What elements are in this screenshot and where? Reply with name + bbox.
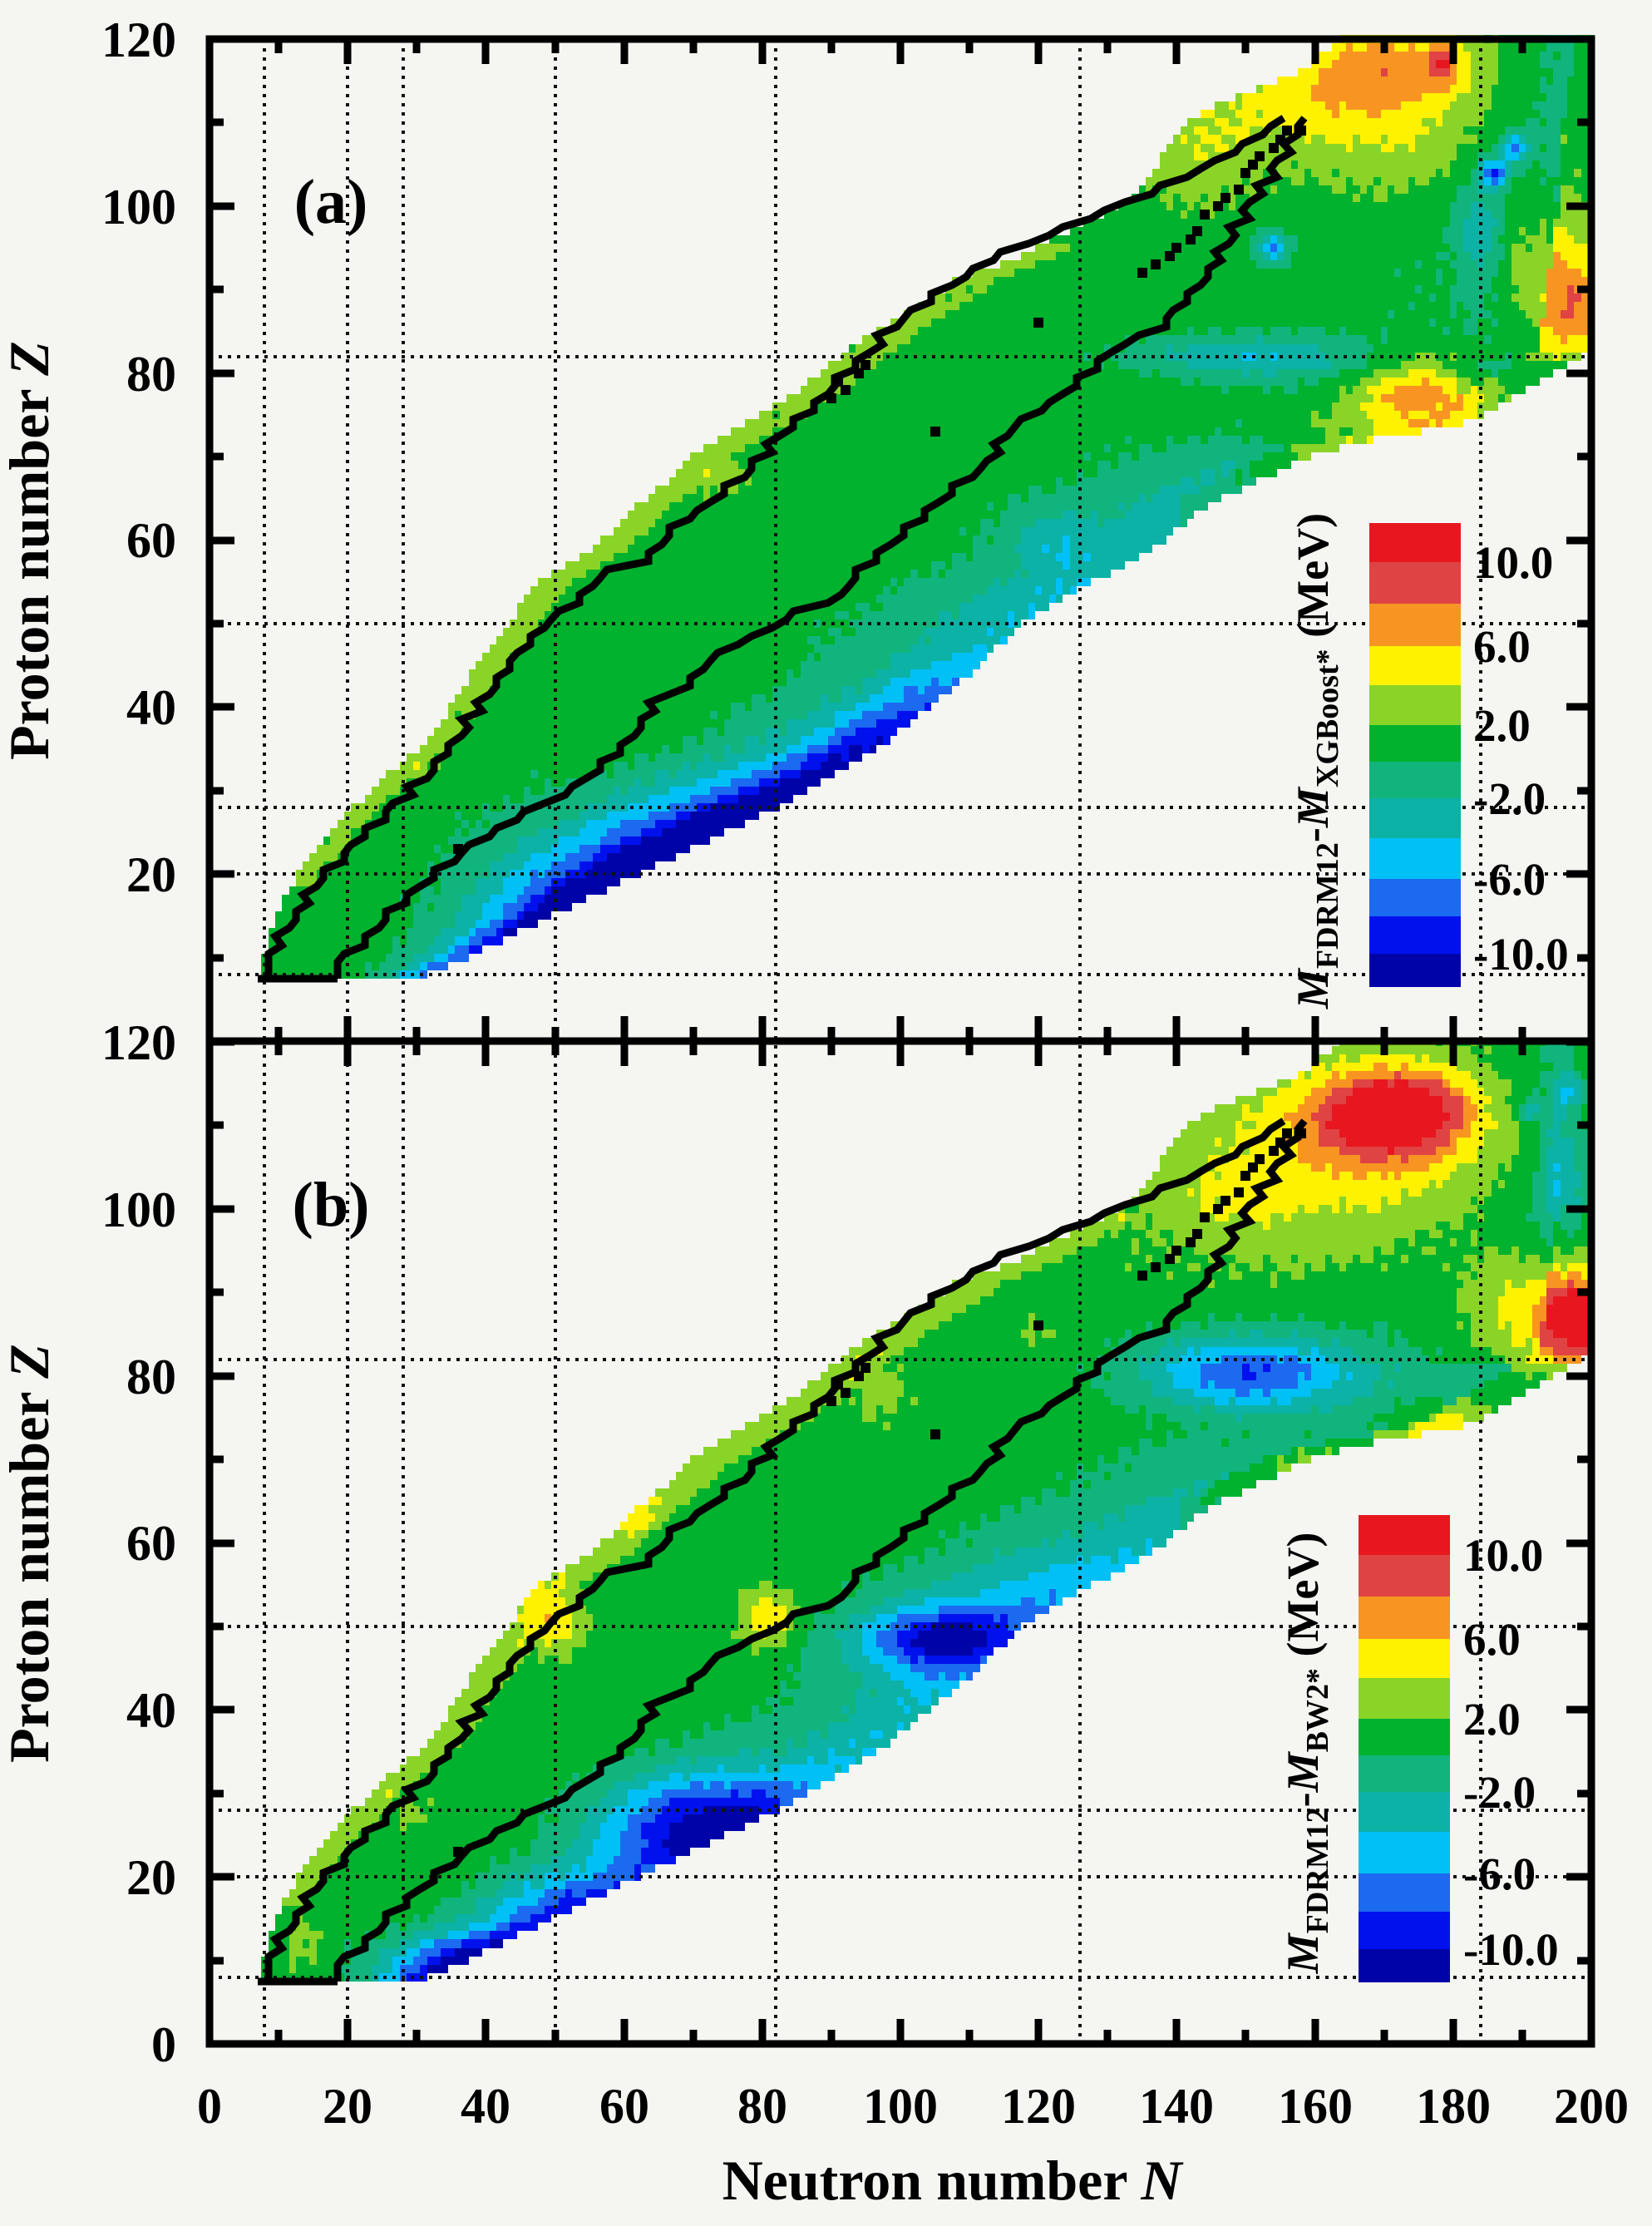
svg-text:(b): (b) xyxy=(293,1170,370,1240)
svg-text:20: 20 xyxy=(126,847,176,902)
svg-text:Neutron number N: Neutron number N xyxy=(722,2149,1185,2212)
svg-text:20: 20 xyxy=(323,2079,372,2134)
svg-text:(a): (a) xyxy=(294,167,368,237)
svg-text:60: 60 xyxy=(599,2079,649,2134)
svg-text:0: 0 xyxy=(197,2079,222,2134)
svg-text:MFDRM12-MXGBoost* (MeV): MFDRM12-MXGBoost* (MeV) xyxy=(1288,513,1345,1009)
svg-text:Proton number Z: Proton number Z xyxy=(0,1344,61,1763)
svg-text:120: 120 xyxy=(101,1015,176,1070)
svg-text:-2.0: -2.0 xyxy=(1473,773,1546,824)
svg-text:100: 100 xyxy=(101,180,176,234)
svg-text:2.0: 2.0 xyxy=(1463,1694,1521,1745)
svg-text:10.0: 10.0 xyxy=(1473,537,1553,588)
svg-text:160: 160 xyxy=(1278,2079,1353,2134)
svg-text:-10.0: -10.0 xyxy=(1473,929,1569,980)
svg-text:10.0: 10.0 xyxy=(1463,1530,1543,1581)
svg-text:180: 180 xyxy=(1416,2079,1491,2134)
svg-text:-10.0: -10.0 xyxy=(1463,1924,1559,1975)
svg-text:-6.0: -6.0 xyxy=(1463,1848,1536,1899)
svg-text:40: 40 xyxy=(461,2079,510,2134)
svg-text:-6.0: -6.0 xyxy=(1473,854,1546,905)
svg-text:40: 40 xyxy=(126,1683,176,1738)
svg-text:140: 140 xyxy=(1139,2079,1214,2134)
svg-text:120: 120 xyxy=(101,12,176,67)
svg-text:-2.0: -2.0 xyxy=(1463,1767,1536,1818)
svg-text:6.0: 6.0 xyxy=(1473,621,1531,672)
svg-text:2.0: 2.0 xyxy=(1473,700,1531,751)
svg-text:6.0: 6.0 xyxy=(1463,1614,1521,1665)
svg-text:80: 80 xyxy=(126,347,176,402)
svg-text:20: 20 xyxy=(126,1850,176,1905)
svg-text:60: 60 xyxy=(126,513,176,568)
svg-text:Proton number Z: Proton number Z xyxy=(0,341,61,760)
svg-text:40: 40 xyxy=(126,680,176,735)
svg-text:0: 0 xyxy=(151,2017,176,2072)
svg-text:MFDRM12-MBW2* (MeV): MFDRM12-MBW2* (MeV) xyxy=(1278,1533,1335,1975)
svg-text:200: 200 xyxy=(1554,2079,1629,2134)
svg-text:100: 100 xyxy=(101,1182,176,1237)
svg-text:100: 100 xyxy=(863,2079,938,2134)
svg-text:60: 60 xyxy=(126,1516,176,1571)
svg-text:80: 80 xyxy=(126,1350,176,1404)
svg-text:80: 80 xyxy=(737,2079,787,2134)
svg-text:120: 120 xyxy=(1001,2079,1076,2134)
